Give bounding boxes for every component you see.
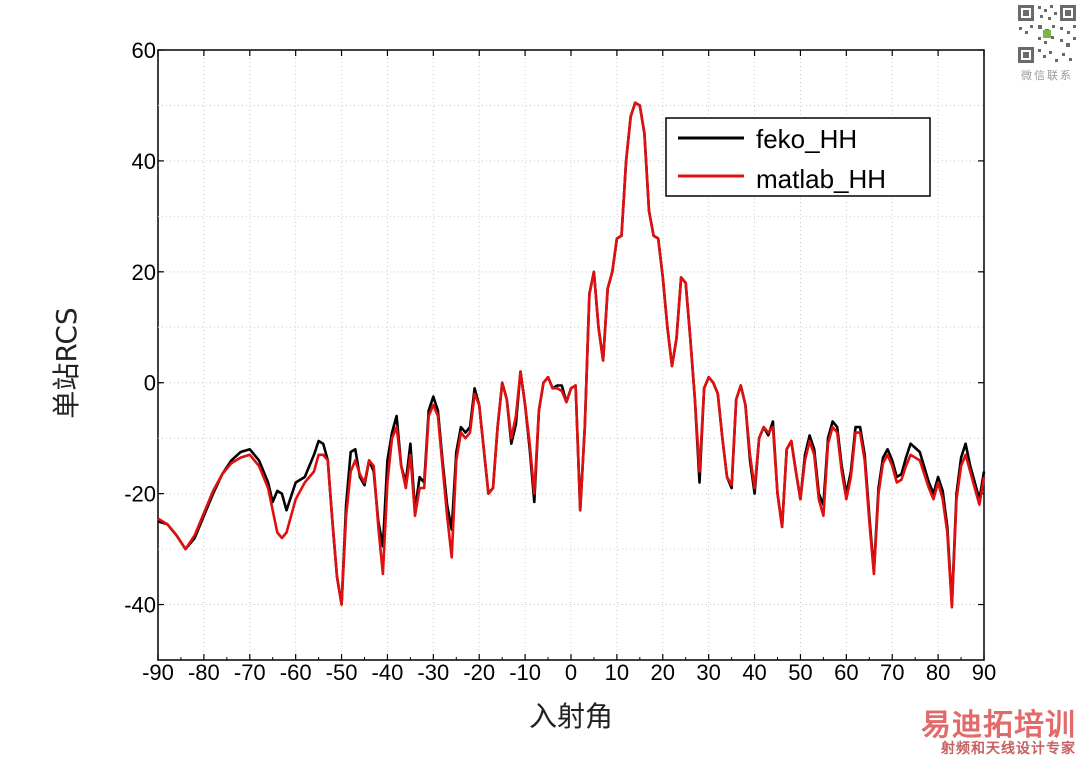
x-tick-label: -30	[417, 660, 449, 685]
x-tick-label: -50	[326, 660, 358, 685]
y-tick-label: 60	[132, 38, 156, 63]
x-tick-label: 90	[972, 660, 996, 685]
x-tick-label: 10	[605, 660, 629, 685]
x-tick-label: -70	[234, 660, 266, 685]
x-tick-label: 80	[926, 660, 950, 685]
x-tick-labels: -90 -80 -70 -60 -50 -40 -30 -20 -10 0 10 20 30 40 50 60…	[142, 660, 996, 685]
x-tick-label: -80	[188, 660, 220, 685]
y-tick-label: -20	[124, 482, 156, 507]
x-tick-label: 60	[834, 660, 858, 685]
legend-label-feko-hh: feko_HH	[756, 124, 857, 154]
qr-caption: 微信联系	[1021, 69, 1073, 82]
legend: feko_HH matlab_HH	[665, 117, 931, 197]
y-axis-title: 单站RCS	[50, 307, 83, 418]
series-line-matlab-hh	[157, 101, 986, 609]
x-tick-label: -40	[372, 660, 404, 685]
y-tick-label: 20	[132, 260, 156, 285]
x-tick-label: -20	[463, 660, 495, 685]
series-lines	[157, 101, 986, 609]
y-tick-label: 40	[132, 149, 156, 174]
watermark-subtitle: 射频和天线设计专家	[941, 741, 1076, 757]
x-axis-title: 入射角	[529, 700, 613, 733]
x-tick-label: 20	[651, 660, 675, 685]
watermark-brand: 易迪拓培训	[921, 708, 1076, 743]
x-tick-label: 40	[742, 660, 766, 685]
axis-ticks	[157, 49, 985, 660]
x-tick-label: -60	[280, 660, 312, 685]
legend-box	[665, 117, 931, 197]
x-tick-label: 50	[788, 660, 812, 685]
qr-code-icon	[1016, 3, 1078, 65]
y-tick-label: -40	[124, 593, 156, 618]
y-tick-labels: -40 -20 0 20 40 60	[124, 38, 156, 618]
x-tick-label: 70	[880, 660, 904, 685]
x-tick-label: 0	[565, 660, 577, 685]
legend-label-matlab-hh: matlab_HH	[756, 164, 886, 194]
x-tick-label: -10	[509, 660, 541, 685]
y-tick-label: 0	[144, 371, 156, 396]
x-tick-label: 30	[696, 660, 720, 685]
x-tick-label: -90	[142, 660, 174, 685]
